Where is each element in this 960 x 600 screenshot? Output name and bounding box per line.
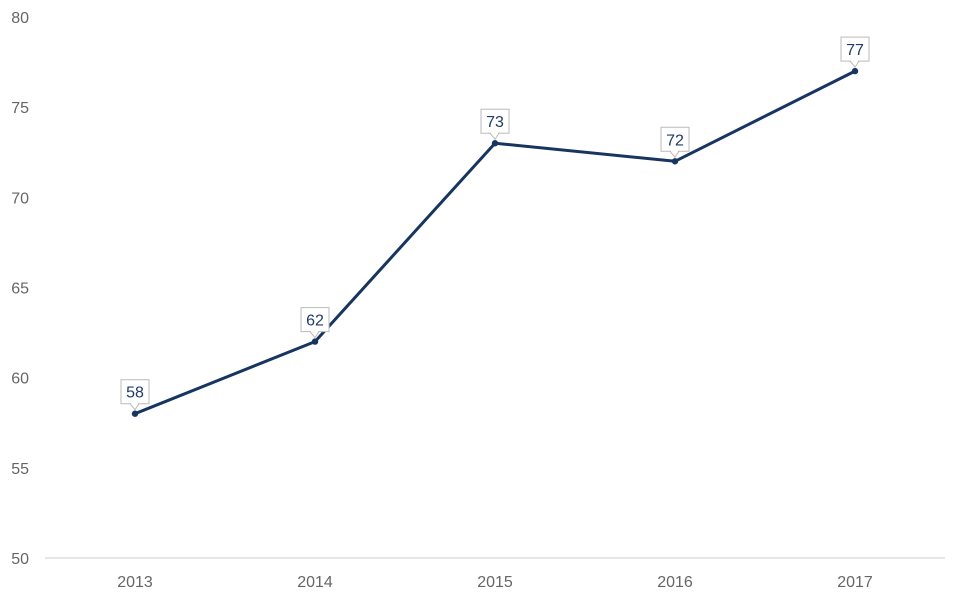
data-label: 77 bbox=[840, 36, 870, 68]
data-label-pointer bbox=[848, 60, 860, 68]
data-label: 73 bbox=[480, 108, 510, 141]
data-label-pointer bbox=[128, 403, 140, 411]
data-label-box bbox=[480, 108, 510, 134]
data-point[interactable] bbox=[851, 67, 859, 75]
data-label: 58 bbox=[120, 379, 150, 411]
data-labels: 58 62 73 72 77 bbox=[120, 36, 870, 411]
y-tick-label: 65 bbox=[11, 281, 29, 298]
data-label-text: 62 bbox=[306, 313, 324, 330]
y-tick-label: 75 bbox=[11, 100, 29, 117]
x-tick-label: 2017 bbox=[837, 574, 873, 591]
data-label: 72 bbox=[660, 126, 690, 159]
data-label-box bbox=[660, 126, 690, 152]
x-axis: 2013 2014 2015 2016 2017 bbox=[45, 557, 945, 591]
data-label-text: 72 bbox=[666, 132, 684, 149]
data-label-text: 77 bbox=[846, 42, 864, 59]
y-tick-label: 70 bbox=[11, 190, 29, 207]
y-tick-label: 60 bbox=[11, 371, 29, 388]
data-point[interactable] bbox=[491, 140, 499, 147]
data-label-text: 73 bbox=[486, 114, 504, 131]
x-tick-label: 2016 bbox=[657, 574, 693, 591]
data-point[interactable] bbox=[311, 338, 319, 345]
data-label-text: 58 bbox=[126, 385, 144, 402]
data-point[interactable] bbox=[671, 158, 679, 165]
data-label-pointer bbox=[668, 150, 680, 159]
data-label-box bbox=[120, 379, 150, 405]
y-tick-label: 80 bbox=[11, 10, 29, 27]
x-tick-label: 2014 bbox=[297, 574, 333, 591]
series-group bbox=[131, 67, 859, 417]
data-label: 62 bbox=[300, 307, 330, 339]
x-tick-label: 2015 bbox=[477, 574, 513, 591]
data-label-pointer bbox=[488, 132, 500, 141]
y-tick-label: 50 bbox=[11, 551, 29, 568]
x-tick-label: 2013 bbox=[117, 574, 153, 591]
y-axis: 50 55 60 65 70 75 80 bbox=[11, 10, 29, 568]
data-point[interactable] bbox=[131, 410, 139, 417]
y-tick-label: 55 bbox=[11, 461, 29, 478]
